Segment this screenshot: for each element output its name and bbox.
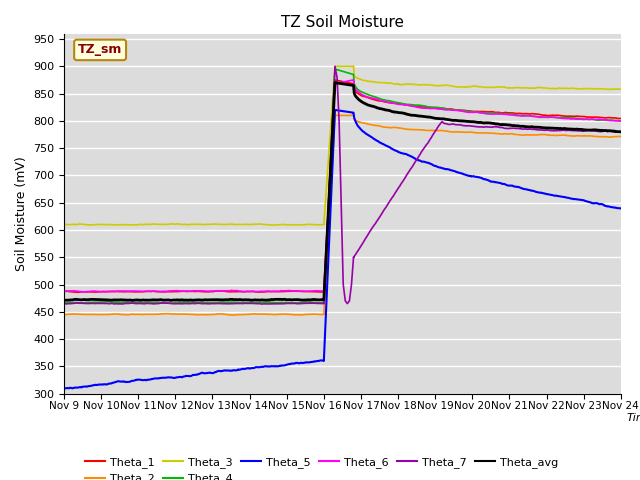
Theta_1 xyxy=(74,289,82,295)
Theta_4 xyxy=(331,66,339,72)
Theta_4 xyxy=(60,300,68,305)
Theta_2 xyxy=(185,312,193,317)
Theta_avg xyxy=(60,298,68,303)
Theta_3 xyxy=(433,83,441,89)
Theta_2 xyxy=(331,112,339,118)
Theta_5 xyxy=(398,150,406,156)
Theta_2 xyxy=(60,312,68,317)
Theta_7 xyxy=(617,129,625,135)
Theta_3 xyxy=(349,63,357,69)
Theta_1 xyxy=(617,116,625,121)
Theta_7 xyxy=(258,301,266,307)
Theta_7 xyxy=(399,179,406,185)
Theta_4 xyxy=(169,300,177,306)
Legend: Theta_1, Theta_2, Theta_3, Theta_4, Theta_5, Theta_6, Theta_7, Theta_avg: Theta_1, Theta_2, Theta_3, Theta_4, Thet… xyxy=(81,453,563,480)
Theta_4 xyxy=(77,300,85,306)
Theta_5 xyxy=(77,384,85,390)
Line: Theta_avg: Theta_avg xyxy=(64,83,621,300)
Theta_2 xyxy=(433,128,441,133)
Theta_avg xyxy=(331,80,339,85)
Theta_3 xyxy=(60,222,68,228)
Theta_4 xyxy=(186,300,194,305)
Line: Theta_2: Theta_2 xyxy=(64,115,621,315)
Text: TZ_sm: TZ_sm xyxy=(78,43,122,56)
Theta_1 xyxy=(78,289,86,295)
Theta_avg xyxy=(61,298,68,303)
Theta_3 xyxy=(185,222,193,228)
Title: TZ Soil Moisture: TZ Soil Moisture xyxy=(281,15,404,30)
Theta_6 xyxy=(539,114,547,120)
Theta_1 xyxy=(399,101,406,107)
Theta_1 xyxy=(539,112,547,118)
Theta_2 xyxy=(539,132,547,137)
Theta_5 xyxy=(331,107,339,113)
Theta_6 xyxy=(388,100,396,106)
Text: Time: Time xyxy=(627,413,640,423)
Theta_avg xyxy=(186,297,194,303)
Theta_5 xyxy=(617,205,625,211)
Theta_4 xyxy=(433,105,441,110)
Theta_avg xyxy=(78,297,86,303)
Theta_4 xyxy=(539,114,547,120)
Theta_3 xyxy=(617,86,625,92)
Theta_7 xyxy=(77,300,85,306)
Theta_6 xyxy=(60,288,68,294)
Theta_avg xyxy=(617,129,625,135)
Theta_3 xyxy=(269,222,276,228)
Theta_1 xyxy=(331,77,339,83)
Theta_7 xyxy=(331,63,339,69)
Theta_7 xyxy=(388,195,396,201)
Theta_3 xyxy=(388,80,396,86)
Theta_6 xyxy=(186,288,194,294)
Theta_6 xyxy=(399,102,406,108)
Line: Theta_1: Theta_1 xyxy=(64,80,621,292)
Theta_3 xyxy=(539,85,547,91)
Line: Theta_6: Theta_6 xyxy=(64,80,621,292)
Line: Theta_7: Theta_7 xyxy=(64,66,621,304)
Theta_2 xyxy=(399,126,406,132)
Theta_2 xyxy=(228,312,236,318)
Theta_5 xyxy=(387,145,395,151)
Theta_1 xyxy=(60,288,68,294)
Theta_4 xyxy=(388,98,396,104)
Line: Theta_4: Theta_4 xyxy=(64,69,621,303)
Theta_7 xyxy=(539,127,547,133)
Theta_7 xyxy=(433,125,441,131)
Theta_5 xyxy=(185,373,193,379)
Theta_5 xyxy=(538,190,545,196)
Theta_avg xyxy=(433,116,441,121)
Theta_1 xyxy=(388,100,396,106)
Theta_6 xyxy=(433,106,441,112)
Theta_6 xyxy=(617,118,625,124)
Theta_5 xyxy=(60,386,68,392)
Theta_4 xyxy=(617,118,625,124)
Theta_2 xyxy=(388,125,396,131)
Theta_6 xyxy=(81,289,89,295)
Theta_avg xyxy=(539,125,547,131)
Theta_5 xyxy=(433,164,440,169)
Theta_4 xyxy=(399,101,406,107)
Theta_3 xyxy=(77,221,85,227)
Line: Theta_5: Theta_5 xyxy=(64,110,621,389)
Theta_1 xyxy=(186,288,194,294)
Theta_2 xyxy=(77,312,85,317)
Theta_1 xyxy=(433,105,441,111)
Theta_7 xyxy=(185,301,193,307)
Theta_2 xyxy=(617,134,625,140)
Theta_6 xyxy=(349,77,357,83)
Theta_avg xyxy=(399,110,406,116)
Theta_7 xyxy=(60,301,68,307)
Line: Theta_3: Theta_3 xyxy=(64,66,621,225)
Y-axis label: Soil Moisture (mV): Soil Moisture (mV) xyxy=(15,156,28,271)
Theta_avg xyxy=(388,108,396,114)
Theta_3 xyxy=(399,82,406,87)
Theta_6 xyxy=(77,288,85,294)
